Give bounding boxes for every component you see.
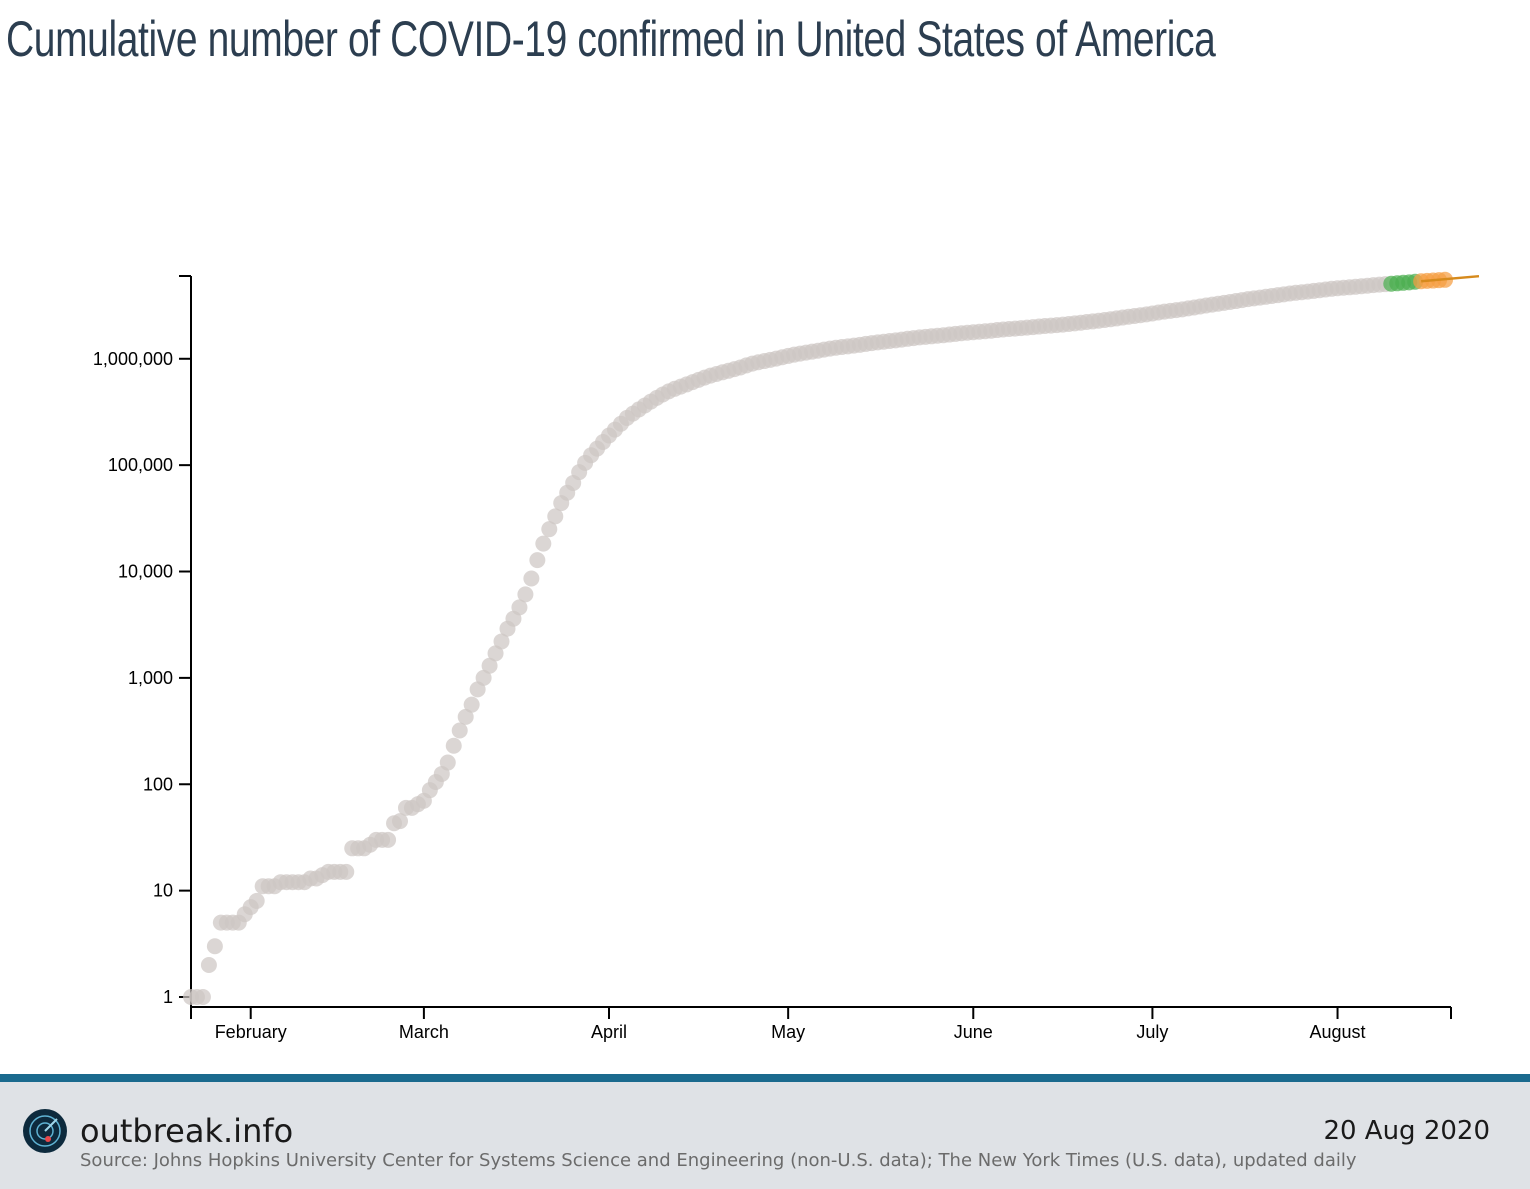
data-point <box>463 696 480 713</box>
y-tick-label: 1 <box>163 987 173 1007</box>
data-point <box>248 892 265 909</box>
data-point <box>475 669 492 686</box>
data-point <box>481 657 498 674</box>
footer: outbreak.info 20 Aug 2020 Source: Johns … <box>0 1074 1530 1189</box>
radar-logo-icon <box>23 1109 67 1153</box>
y-tick-label: 10 <box>153 881 173 901</box>
data-point <box>392 813 409 830</box>
update-date: 20 Aug 2020 <box>1323 1116 1490 1146</box>
data-point <box>200 956 217 973</box>
data-point <box>493 633 510 650</box>
y-tick-label: 1,000,000 <box>93 349 173 369</box>
y-tick-label: 1,000 <box>128 668 173 688</box>
data-point <box>529 552 546 569</box>
trend-line-segment <box>1421 274 1480 283</box>
data-point <box>194 989 211 1005</box>
trend-line <box>1421 274 1480 283</box>
x-tick-label: April <box>591 1022 627 1042</box>
data-point <box>487 645 504 662</box>
x-tick-label: July <box>1136 1022 1168 1042</box>
x-axis: February March April May June July August <box>190 1006 1452 1042</box>
data-point <box>535 535 552 552</box>
y-tick-label: 100,000 <box>108 455 173 475</box>
data-source: Source: Johns Hopkins University Center … <box>80 1150 1357 1171</box>
data-point <box>547 508 564 525</box>
data-point <box>338 863 355 880</box>
y-axis: 1 10 100 1,000 10,000 100,000 1,000,000 <box>93 275 192 1007</box>
x-tick-label: June <box>954 1022 993 1042</box>
data-point <box>523 570 540 587</box>
brand-name[interactable]: outbreak.info <box>80 1112 294 1150</box>
data-point <box>206 938 223 955</box>
page-title: Cumulative number of COVID-19 confirmed … <box>6 11 1216 67</box>
y-tick-label: 100 <box>143 774 173 794</box>
y-tick-label: 10,000 <box>118 562 173 582</box>
data-points <box>183 271 1454 1005</box>
data-point <box>380 831 397 848</box>
data-point <box>445 737 462 754</box>
cumulative-cases-chart: 1 10 100 1,000 10,000 100,000 1,000,000 Februa… <box>93 271 1480 1042</box>
x-tick-label: May <box>771 1022 805 1042</box>
x-tick-label: March <box>399 1022 449 1042</box>
data-point <box>541 521 558 538</box>
data-point <box>457 708 474 725</box>
data-point <box>517 586 534 603</box>
x-tick-label: August <box>1310 1022 1366 1042</box>
data-point <box>511 599 528 616</box>
data-point <box>439 754 456 771</box>
data-point <box>451 722 468 739</box>
x-tick-label: February <box>215 1022 287 1042</box>
